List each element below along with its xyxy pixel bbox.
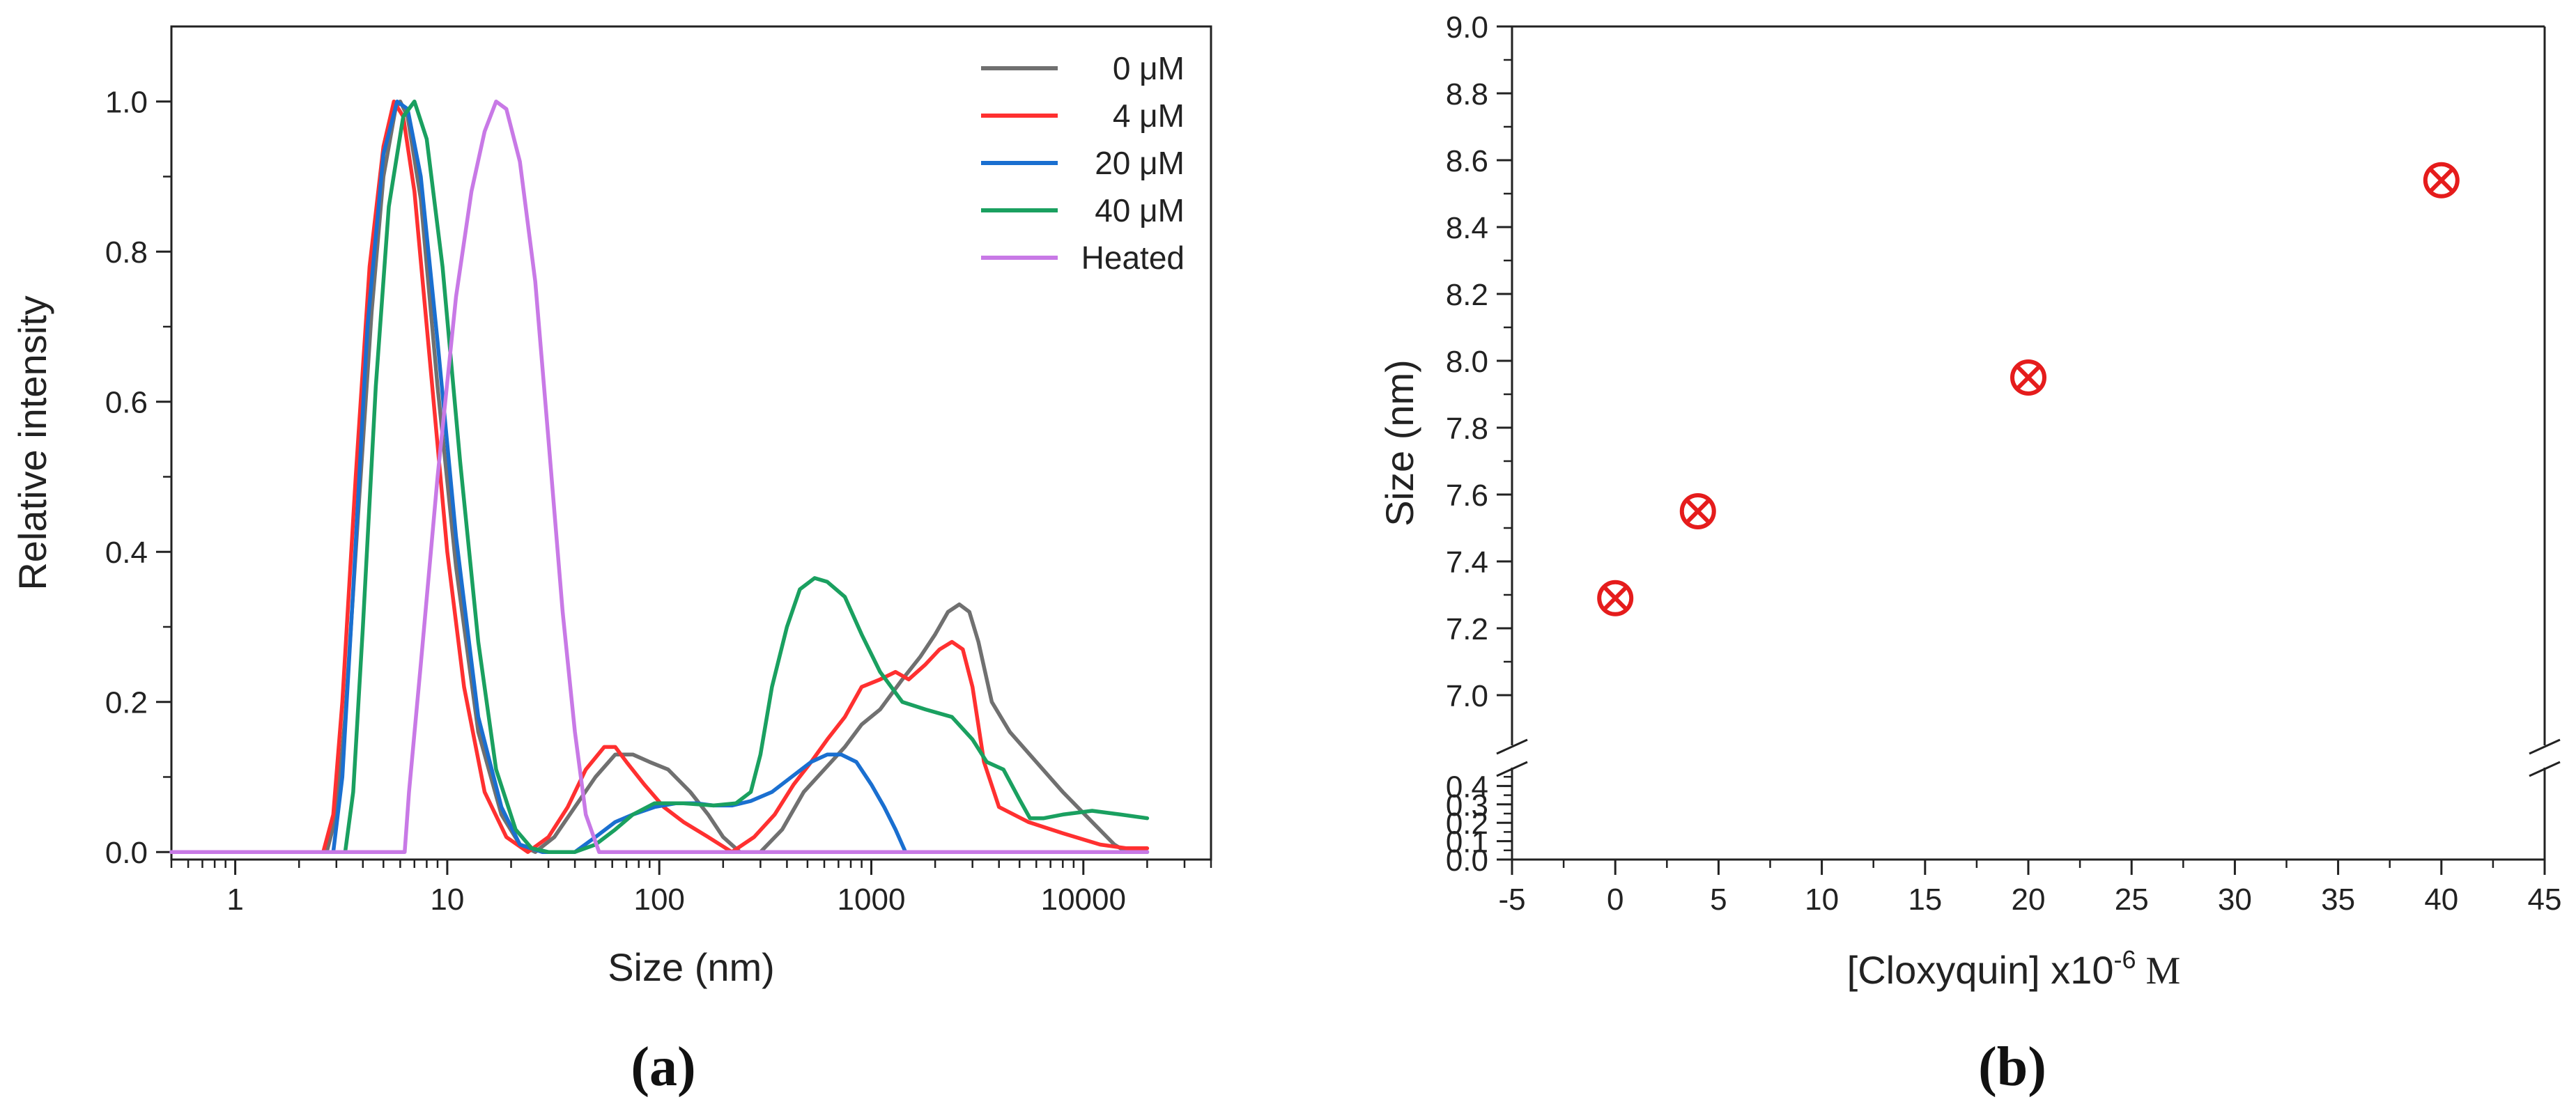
panel-b-y-tick-label: 7.2 xyxy=(1446,612,1488,646)
panel-b-axis-break-mark xyxy=(2529,761,2561,777)
panel-b-y-tick-label: 0.1 xyxy=(1446,825,1488,860)
panel-a-y-axis-label: Relative intensity xyxy=(10,295,54,590)
panel-b-x-tick-label: 30 xyxy=(2218,883,2252,917)
panel-a-legend-label: 20 μM xyxy=(1095,145,1185,181)
panel-b-y-axis-label: Size (nm) xyxy=(1378,359,1421,527)
panel-b-data-points xyxy=(1597,162,2460,616)
panel-b-data-point xyxy=(2010,359,2046,396)
panel-a-x-tick-label: 1000 xyxy=(838,883,906,917)
panel-a-series-line xyxy=(169,99,1150,854)
panel-a-x-ticks: 1 10 100 1000 10000 xyxy=(170,860,1212,917)
panel-b-plot-frame xyxy=(1496,25,2561,861)
panel-a-y-tick-label: 0.8 xyxy=(105,235,148,270)
panel-a-y-tick-label: 0.4 xyxy=(105,536,148,570)
panel-b-x-tick-label: 0 xyxy=(1607,883,1624,917)
panel-b-x-ticks: -5 0 5 10 15 20 25 30 35 40 45 xyxy=(1498,860,2561,917)
panel-b-y-tick-label: 0.4 xyxy=(1446,770,1488,804)
panel-b-x-tick-label: 15 xyxy=(1908,883,1942,917)
panel-b-x-tick-label: 5 xyxy=(1710,883,1727,917)
panel-a-x-tick-label: 100 xyxy=(633,883,684,917)
panel-b-y-tick-label: 7.6 xyxy=(1446,479,1488,513)
panel-b-data-point xyxy=(2423,162,2460,199)
panel-b-x-axis-label-main: [Cloxyquin] x10 xyxy=(1847,948,2114,992)
panel-a-x-tick-label: 1 xyxy=(226,883,243,917)
panel-a: 1 10 100 1000 10000 0.0 0.2 0.4 0.6 0.8 1.0 0 μM 4… xyxy=(10,25,1212,1098)
panel-b-y-tick-label: 8.6 xyxy=(1446,144,1488,178)
panel-a-y-ticks: 0.0 0.2 0.4 0.6 0.8 1.0 xyxy=(105,86,171,870)
panel-a-x-axis-label: Size (nm) xyxy=(608,945,775,989)
panel-b-x-tick-label: 20 xyxy=(2012,883,2046,917)
panel-b-y-tick-label: 7.4 xyxy=(1446,545,1488,580)
panel-b: -5 0 5 10 15 20 25 30 35 40 45 7.0 7.2 7.4 7.6 7.8 8.0 8… xyxy=(1378,10,2561,1098)
panel-a-y-tick-label: 0.2 xyxy=(105,686,148,720)
panel-b-x-tick-label: 25 xyxy=(2115,883,2149,917)
panel-b-x-tick-label: 35 xyxy=(2321,883,2355,917)
panel-b-x-axis-label: [Cloxyquin] x10-6 M xyxy=(1847,945,2181,993)
panel-b-label: (b) xyxy=(1978,1036,2046,1098)
panel-b-y-tick-label: 8.8 xyxy=(1446,77,1488,111)
panel-b-data-point xyxy=(1597,580,1634,616)
panel-b-axis-break-mark xyxy=(1496,738,1528,755)
panel-a-plot-frame xyxy=(170,25,1212,861)
panel-b-y-tick-label: 0.0 xyxy=(1446,844,1488,878)
panel-a-series-line xyxy=(169,99,1150,854)
panel-b-axis-break-mark xyxy=(2529,738,2561,755)
panel-b-x-tick-label: 40 xyxy=(2424,883,2458,917)
panel-b-y-tick-label: 0.2 xyxy=(1446,807,1488,841)
panel-b-y-tick-label: 8.0 xyxy=(1446,345,1488,379)
panel-a-y-tick-label: 0.0 xyxy=(105,836,148,870)
panel-b-y-tick-label: 0.3 xyxy=(1446,788,1488,823)
panel-b-y-tick-label: 9.0 xyxy=(1446,10,1488,45)
panel-a-legend-label: Heated xyxy=(1081,240,1185,276)
panel-a-series-line xyxy=(169,99,1150,854)
panel-b-x-tick-label: 45 xyxy=(2528,883,2562,917)
panel-a-x-tick-label: 10000 xyxy=(1041,883,1126,917)
panel-a-legend-label: 40 μM xyxy=(1095,192,1185,228)
panel-b-y-tick-label: 7.8 xyxy=(1446,412,1488,446)
panel-b-y-ticks: 7.07.27.47.67.88.08.28.48.68.89.00.00.10… xyxy=(1446,10,1512,878)
panel-a-x-tick-label: 10 xyxy=(430,883,464,917)
panel-a-series-line xyxy=(169,99,1150,854)
panel-a-legend-label: 4 μM xyxy=(1113,98,1185,134)
panel-b-axis-break-mark xyxy=(1496,761,1528,777)
panel-a-legend-label: 0 μM xyxy=(1113,50,1185,86)
panel-a-legend: 0 μM 4 μM 20 μM 40 μM Heated xyxy=(981,50,1185,276)
panel-b-x-tick-label: -5 xyxy=(1498,883,1525,917)
panel-b-x-axis-label-unit: M xyxy=(2136,949,2181,993)
panel-b-x-tick-label: 10 xyxy=(1805,883,1839,917)
panel-a-y-tick-label: 0.6 xyxy=(105,386,148,420)
panel-a-y-tick-label: 1.0 xyxy=(105,86,148,120)
panel-b-y-tick-label: 8.2 xyxy=(1446,278,1488,312)
panel-b-data-point xyxy=(1679,493,1716,529)
panel-a-label: (a) xyxy=(631,1036,695,1098)
panel-a-series-line xyxy=(169,99,1150,854)
panel-b-y-tick-label: 8.4 xyxy=(1446,211,1488,245)
panel-b-y-tick-label: 7.0 xyxy=(1446,679,1488,713)
panel-a-series xyxy=(169,99,1150,854)
panel-b-x-axis-label-exponent: -6 xyxy=(2114,945,2136,974)
